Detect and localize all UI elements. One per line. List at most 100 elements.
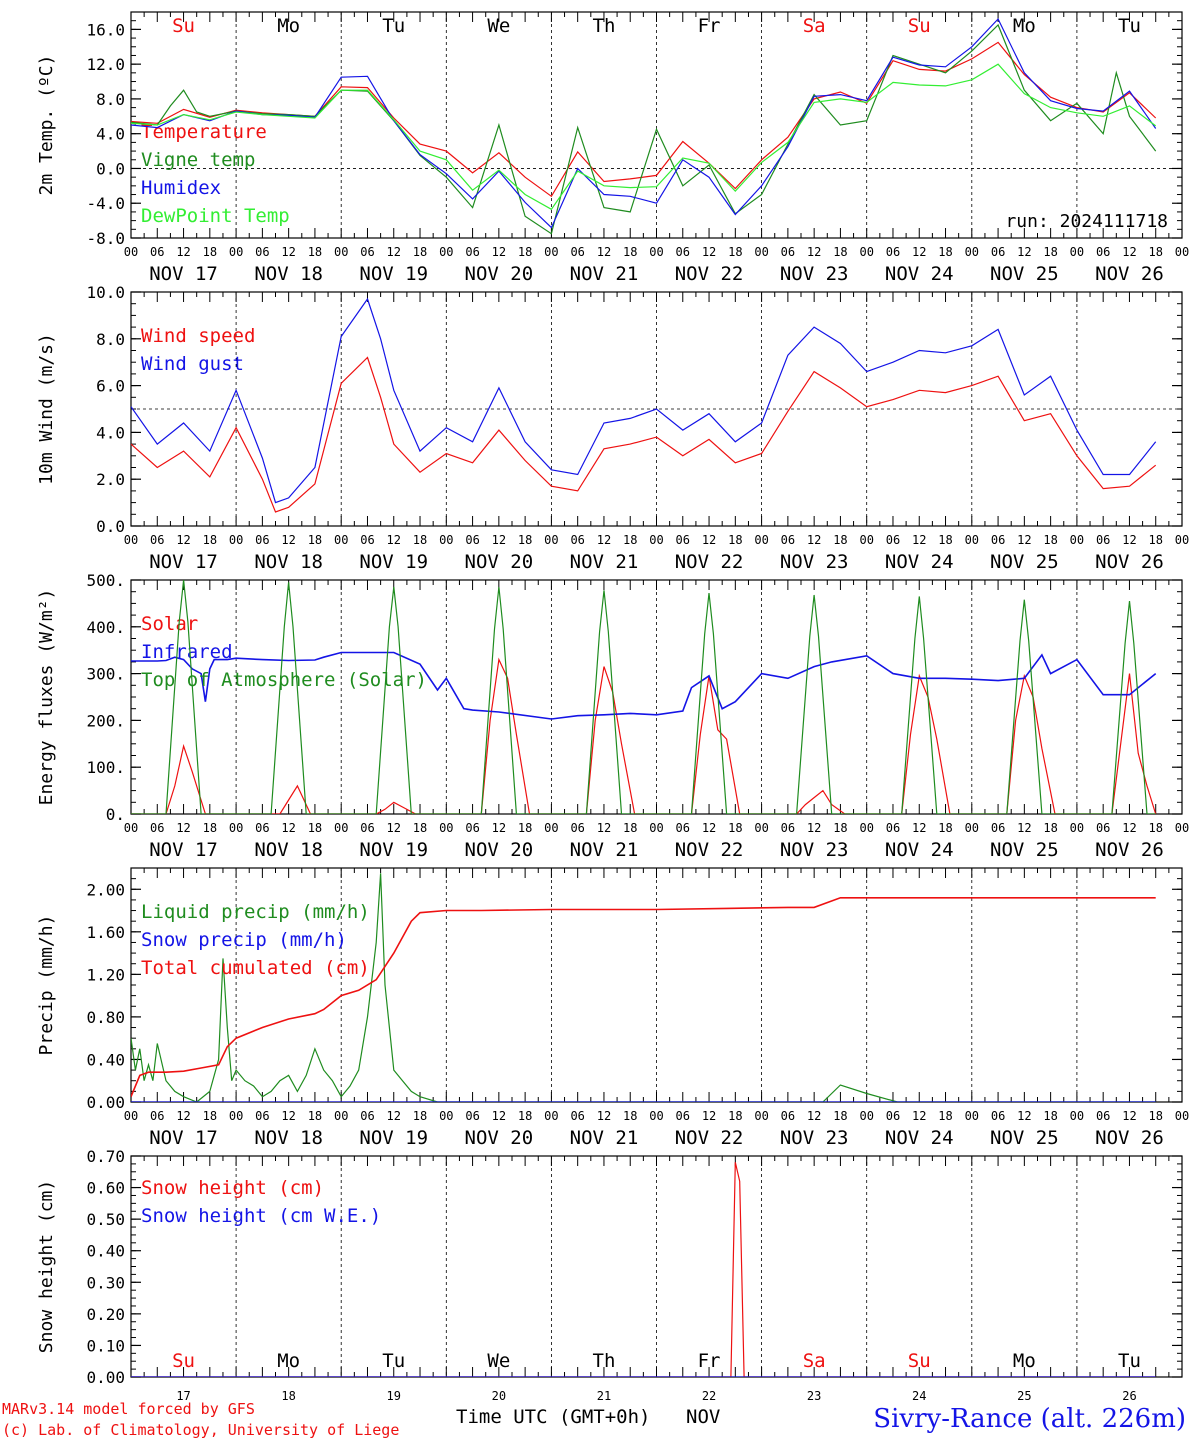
energy-hour-label: 06 — [676, 821, 690, 835]
precip-hour-label: 06 — [886, 1109, 900, 1123]
snow-day-name: Su — [172, 1350, 195, 1372]
energy-hour-label: 12 — [807, 821, 821, 835]
temp-hour-label: 00 — [1070, 245, 1084, 259]
precip-ylabel: Precip (mm/h) — [36, 915, 57, 1056]
snow-day-number: 25 — [1017, 1389, 1031, 1403]
temp-hour-label: 18 — [203, 245, 217, 259]
energy-date-label: NOV 19 — [359, 839, 428, 861]
precip-hour-label: 18 — [833, 1109, 847, 1123]
wind-hour-label: 06 — [1096, 533, 1110, 547]
temp-hour-label: 12 — [912, 245, 926, 259]
snow-series-0-line — [131, 1162, 1156, 1377]
temp-hour-label: 00 — [334, 245, 348, 259]
snow-legend-1: Snow height (cm W.E.) — [141, 1205, 381, 1227]
precip-date-label: NOV 25 — [990, 1127, 1059, 1149]
wind-hour-label: 18 — [308, 533, 322, 547]
temp-hour-label: 12 — [492, 245, 506, 259]
wind-hour-label: 00 — [544, 533, 558, 547]
wind-hour-label: 00 — [859, 533, 873, 547]
energy-date-label: NOV 23 — [780, 839, 849, 861]
energy-ytick-label: 100. — [86, 758, 125, 777]
precip-hour-label: 06 — [255, 1109, 269, 1123]
wind-series-1-line — [131, 297, 1157, 504]
wind-hour-label: 00 — [649, 533, 663, 547]
snow-day-name: Th — [593, 1350, 616, 1372]
temp-ytick-label: -8.0 — [86, 229, 125, 248]
precip-hour-label: 18 — [1148, 1109, 1162, 1123]
energy-hour-label: 00 — [544, 821, 558, 835]
temp-ytick-label: -4.0 — [86, 194, 125, 213]
snow-day-number: 26 — [1122, 1389, 1136, 1403]
panel-wind: 0.0 2.0 4.0 6.0 8.0 10.0 10m Wind (m/s) 00 06 12 1… — [36, 283, 1189, 573]
wind-hour-label: 12 — [597, 533, 611, 547]
temp-hour-label: 06 — [781, 245, 795, 259]
temp-legend-0: Temperature — [141, 121, 267, 143]
wind-hour-label: 00 — [229, 533, 243, 547]
energy-ytick-label: 0. — [106, 805, 125, 824]
precip-ytick-label: 2.00 — [86, 880, 125, 899]
snow-day-name: We — [487, 1350, 510, 1372]
energy-hour-label: 18 — [1148, 821, 1162, 835]
model-credit: MARv3.14 model forced by GFS — [2, 1400, 255, 1418]
energy-hour-label: 06 — [360, 821, 374, 835]
precip-hour-label: 06 — [676, 1109, 690, 1123]
snow-day-name: Tu — [1118, 1350, 1141, 1372]
temp-hour-label: 12 — [176, 245, 190, 259]
temp-hour-label: 18 — [938, 245, 952, 259]
energy-hour-label: 18 — [623, 821, 637, 835]
temp-ytick-label: 8.0 — [96, 90, 125, 109]
precip-hour-label-final: 00 — [1175, 1109, 1189, 1123]
wind-series-0-line — [131, 356, 1157, 513]
wind-ytick-label: 6.0 — [96, 377, 125, 396]
panel-energy: 0. 100. 200. 300. 400. 500. Energy fluxes (W/m… — [36, 571, 1189, 861]
precip-date-label: NOV 23 — [780, 1127, 849, 1149]
precip-hour-label: 18 — [518, 1109, 532, 1123]
precip-hour-label: 18 — [308, 1109, 322, 1123]
wind-hour-label-final: 00 — [1175, 533, 1189, 547]
temp-hour-label: 00 — [859, 245, 873, 259]
snow-day-number: 21 — [597, 1389, 611, 1403]
precip-ytick-label: 0.00 — [86, 1093, 125, 1112]
wind-hour-label: 18 — [413, 533, 427, 547]
energy-hour-label: 00 — [859, 821, 873, 835]
precip-series-0-line — [131, 873, 1156, 1102]
energy-hour-label: 00 — [439, 821, 453, 835]
energy-legend-2: Top of Atmosphere (Solar) — [141, 669, 427, 691]
precip-series-2-line — [131, 896, 1156, 1098]
precip-hour-label: 18 — [413, 1109, 427, 1123]
snow-day-number: 23 — [807, 1389, 821, 1403]
temp-date-label: NOV 21 — [570, 263, 639, 285]
precip-date-label: NOV 17 — [149, 1127, 218, 1149]
energy-hour-label: 18 — [1043, 821, 1057, 835]
lab-credit: (c) Lab. of Climatology, University of L… — [2, 1421, 399, 1439]
temp-date-label: NOV 18 — [254, 263, 323, 285]
temp-hour-label: 06 — [1096, 245, 1110, 259]
energy-series-2-line — [131, 580, 1156, 814]
precip-hour-label: 06 — [360, 1109, 374, 1123]
precip-hour-label: 00 — [1070, 1109, 1084, 1123]
temp-ytick-label: 0.0 — [96, 159, 125, 178]
wind-hour-label: 18 — [1043, 533, 1057, 547]
energy-hour-label: 00 — [124, 821, 138, 835]
x-axis-month: NOV — [686, 1406, 720, 1428]
temp-day-name: Th — [593, 15, 616, 37]
energy-date-label: NOV 26 — [1095, 839, 1164, 861]
precip-ytick-label: 0.80 — [86, 1008, 125, 1027]
wind-ylabel: 10m Wind (m/s) — [36, 333, 57, 485]
station-name: Sivry-Rance (alt. 226m) — [873, 1404, 1186, 1434]
temp-hour-label: 18 — [518, 245, 532, 259]
energy-hour-label: 18 — [203, 821, 217, 835]
wind-date-label: NOV 18 — [254, 551, 323, 573]
wind-hour-label: 00 — [124, 533, 138, 547]
temp-hour-label: 00 — [229, 245, 243, 259]
energy-hour-label: 12 — [492, 821, 506, 835]
x-axis-title: Time UTC (GMT+0h) — [456, 1406, 650, 1428]
precip-hour-label: 12 — [1017, 1109, 1031, 1123]
wind-hour-label: 00 — [334, 533, 348, 547]
wind-hour-label: 12 — [1122, 533, 1136, 547]
precip-hour-label: 12 — [807, 1109, 821, 1123]
energy-hour-label: 12 — [1122, 821, 1136, 835]
energy-hour-label: 00 — [754, 821, 768, 835]
precip-date-label: NOV 20 — [465, 1127, 534, 1149]
energy-hour-label: 00 — [1070, 821, 1084, 835]
